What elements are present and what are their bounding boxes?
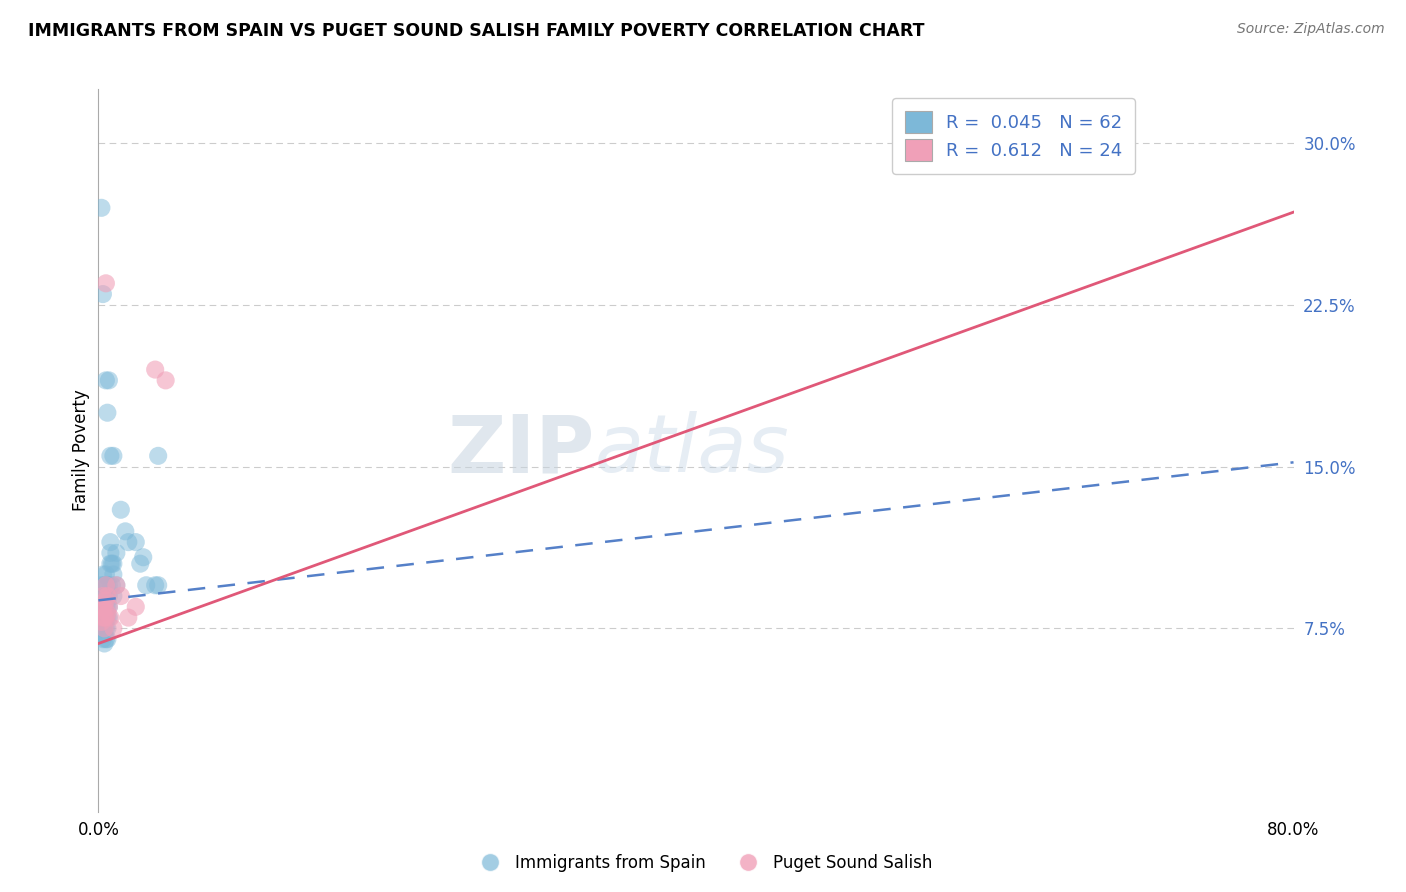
Point (93, 636, 115, 650)
Point (91, 589, 114, 603)
Point (101, 557, 124, 571)
Point (129, 557, 152, 571)
Point (91, 621, 114, 635)
Point (105, 546, 128, 560)
Point (96, 589, 118, 603)
Point (94, 277, 117, 291)
Point (97, 610, 120, 624)
Point (93, 589, 115, 603)
Point (148, 449, 170, 463)
Point (93, 607, 115, 621)
Point (94, 599, 117, 614)
Point (96, 406, 118, 420)
Point (97, 578, 120, 592)
Text: atlas: atlas (595, 411, 789, 490)
Point (94, 632, 117, 647)
Point (91, 610, 114, 624)
Point (93, 599, 115, 614)
Point (105, 578, 128, 592)
Point (96, 607, 118, 621)
Point (91, 632, 114, 647)
Point (143, 362, 166, 376)
Point (103, 621, 125, 635)
Point (98, 557, 122, 571)
Point (103, 557, 125, 571)
Point (96, 632, 118, 647)
Point (93, 578, 115, 592)
Point (114, 524, 136, 539)
Point (125, 599, 148, 614)
Point (96, 621, 118, 635)
Point (101, 578, 124, 592)
Point (132, 550, 155, 565)
Point (96, 589, 118, 603)
Point (98, 610, 122, 624)
Point (94, 610, 117, 624)
Point (90, 578, 112, 592)
Point (96, 578, 118, 592)
Point (93, 599, 115, 614)
Point (93, 621, 115, 635)
Point (98, 449, 122, 463)
Point (94, 610, 117, 624)
Point (97, 589, 120, 603)
Point (91, 589, 114, 603)
Point (135, 578, 157, 592)
Point (93, 610, 115, 624)
Point (97, 373, 120, 387)
Point (90, 615, 112, 629)
Point (148, 578, 170, 592)
Point (91, 599, 114, 614)
Legend: Immigrants from Spain, Puget Sound Salish: Immigrants from Spain, Puget Sound Salis… (467, 847, 939, 879)
Point (93, 615, 115, 629)
Point (90, 201, 112, 215)
Point (105, 578, 128, 592)
Point (91, 567, 114, 582)
Point (125, 535, 148, 549)
Legend: R =  0.045   N = 62, R =  0.612   N = 24: R = 0.045 N = 62, R = 0.612 N = 24 (891, 98, 1135, 174)
Point (91, 287, 114, 301)
Point (117, 610, 139, 624)
Point (90, 610, 112, 624)
Point (93, 621, 115, 635)
Point (103, 589, 125, 603)
Point (94, 621, 117, 635)
Point (94, 578, 117, 592)
Point (94, 593, 117, 607)
Text: Source: ZipAtlas.com: Source: ZipAtlas.com (1237, 22, 1385, 37)
Point (93, 628, 115, 642)
Point (94, 578, 117, 592)
Point (90, 599, 112, 614)
Point (97, 599, 120, 614)
Point (103, 449, 125, 463)
Point (91, 599, 114, 614)
Y-axis label: Family Poverty: Family Poverty (72, 390, 90, 511)
Point (94, 589, 117, 603)
Point (94, 567, 117, 582)
Point (110, 589, 132, 603)
Point (90, 599, 112, 614)
Point (103, 567, 125, 582)
Point (96, 610, 118, 624)
Text: ZIP: ZIP (447, 411, 595, 490)
Point (110, 502, 132, 516)
Point (98, 546, 122, 560)
Point (91, 610, 114, 624)
Point (96, 599, 118, 614)
Point (97, 599, 120, 614)
Text: IMMIGRANTS FROM SPAIN VS PUGET SOUND SALISH FAMILY POVERTY CORRELATION CHART: IMMIGRANTS FROM SPAIN VS PUGET SOUND SAL… (28, 22, 925, 40)
Point (94, 373, 117, 387)
Point (143, 578, 166, 592)
Point (98, 535, 122, 549)
Point (117, 535, 139, 549)
Point (155, 373, 177, 387)
